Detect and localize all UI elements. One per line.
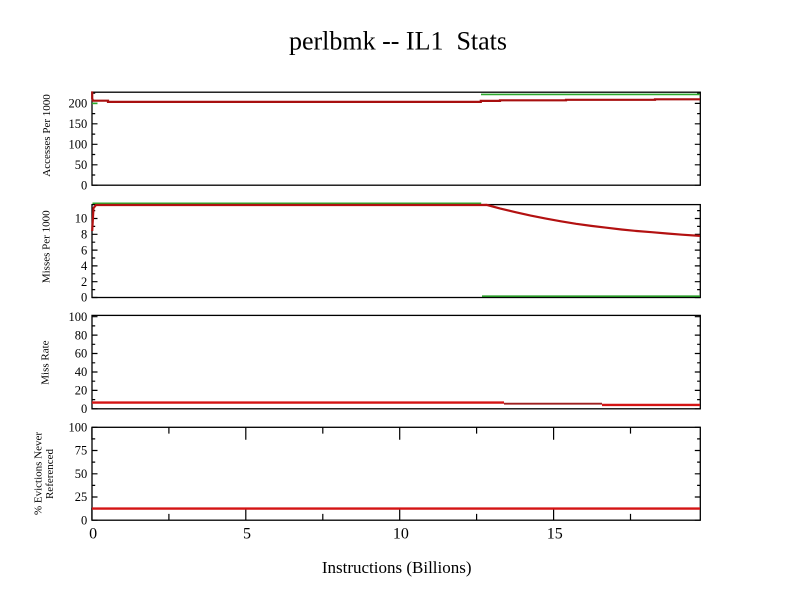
svg-text:0: 0 bbox=[81, 513, 87, 527]
svg-text:0: 0 bbox=[81, 402, 87, 416]
svg-text:6: 6 bbox=[81, 243, 87, 257]
svg-text:% Evictions Never: % Evictions Never bbox=[33, 432, 45, 515]
svg-text:50: 50 bbox=[75, 158, 88, 172]
svg-text:80: 80 bbox=[75, 328, 88, 342]
svg-text:8: 8 bbox=[81, 228, 87, 242]
svg-text:75: 75 bbox=[75, 444, 88, 458]
svg-text:0: 0 bbox=[81, 178, 87, 192]
svg-text:Referenced: Referenced bbox=[44, 448, 56, 499]
svg-text:20: 20 bbox=[75, 384, 88, 398]
svg-text:200: 200 bbox=[69, 97, 88, 111]
svg-text:40: 40 bbox=[75, 365, 88, 379]
svg-text:100: 100 bbox=[69, 138, 88, 152]
svg-text:100: 100 bbox=[69, 310, 88, 324]
svg-text:Instructions (Billions): Instructions (Billions) bbox=[322, 558, 472, 577]
svg-text:150: 150 bbox=[69, 117, 88, 131]
svg-text:5: 5 bbox=[243, 526, 251, 543]
svg-text:60: 60 bbox=[75, 347, 88, 361]
svg-text:10: 10 bbox=[393, 526, 409, 543]
svg-text:0: 0 bbox=[89, 526, 97, 543]
svg-text:25: 25 bbox=[75, 490, 88, 504]
svg-text:2: 2 bbox=[81, 275, 87, 289]
svg-text:Misses Per 1000: Misses Per 1000 bbox=[40, 210, 52, 283]
svg-text:10: 10 bbox=[75, 212, 88, 226]
svg-text:100: 100 bbox=[69, 421, 88, 435]
svg-text:15: 15 bbox=[547, 526, 563, 543]
svg-text:perlbmk -- IL1 Stats: perlbmk -- IL1 Stats bbox=[289, 26, 507, 55]
svg-text:Accesses Per 1000: Accesses Per 1000 bbox=[41, 94, 53, 177]
svg-text:4: 4 bbox=[81, 259, 88, 273]
svg-text:50: 50 bbox=[75, 467, 88, 481]
svg-text:0: 0 bbox=[81, 291, 87, 305]
svg-text:Miss Rate: Miss Rate bbox=[39, 340, 51, 384]
